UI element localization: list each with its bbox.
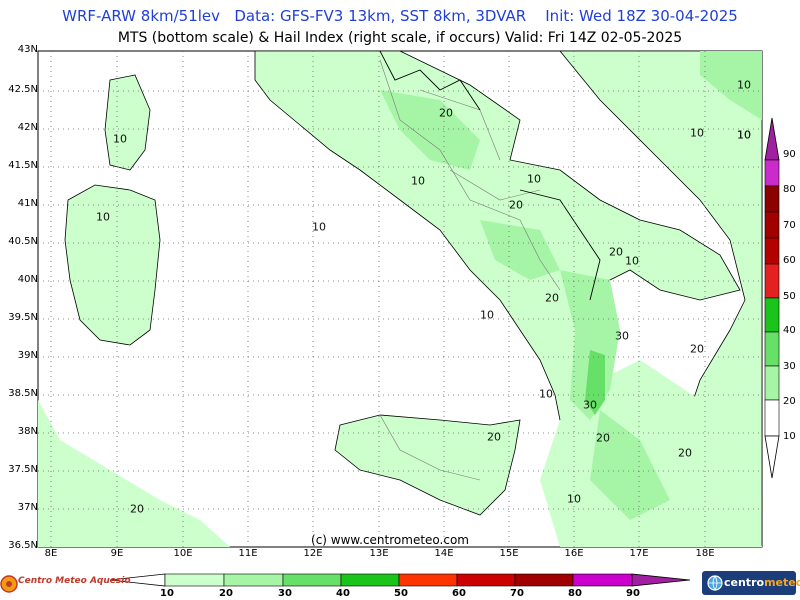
level-20-patch-a: [380, 90, 480, 170]
lon-label: 8E: [44, 548, 58, 559]
contour-label: 30: [615, 329, 629, 343]
sardinia-land: [64, 184, 161, 346]
lat-label: 37N: [17, 502, 38, 513]
hail-colorbar: [764, 117, 780, 479]
contour-label: 10: [737, 78, 751, 92]
contour-label: 20: [439, 106, 453, 120]
contour-label: 30: [583, 398, 597, 412]
logo-right-text-a: centro: [724, 576, 765, 589]
contour-label: 10: [690, 126, 704, 140]
contour-label: 10: [312, 220, 326, 234]
lon-label: 18E: [695, 548, 715, 559]
contour-label: 10: [737, 128, 751, 142]
mts-colorbar: [109, 573, 691, 587]
hail-scale-label: 20: [783, 396, 796, 407]
graticule: [38, 51, 762, 547]
contour-label: 20: [596, 431, 610, 445]
contour-label: 10: [539, 387, 553, 401]
hail-scale-label: 10: [783, 431, 796, 442]
hail-bar-top-arrow: [764, 117, 780, 161]
lon-label: 12E: [303, 548, 323, 559]
logo-right-text-b: meteo: [764, 576, 800, 589]
contour-label: 10: [113, 132, 127, 146]
mts-scale-label: 70: [510, 588, 524, 599]
contour-label: 10: [625, 254, 639, 268]
lon-label: 11E: [238, 548, 258, 559]
mts-scale-label: 90: [626, 588, 640, 599]
contour-label: 20: [487, 430, 501, 444]
lat-label: 40N: [17, 274, 38, 285]
lon-label: 9E: [110, 548, 124, 559]
lon-label: 10E: [173, 548, 193, 559]
mts-scale-label: 60: [452, 588, 466, 599]
mts-scale-label: 40: [336, 588, 350, 599]
contour-label: 10: [737, 128, 751, 142]
lat-label: 41N: [17, 198, 38, 209]
mts-scale-label: 20: [219, 588, 233, 599]
lon-label: 13E: [369, 548, 389, 559]
lat-label: 38.5N: [8, 388, 38, 399]
lon-label: 17E: [629, 548, 649, 559]
contour-label: 20: [678, 446, 692, 460]
hail-scale-label: 30: [783, 361, 796, 372]
hail-scale-label: 50: [783, 291, 796, 302]
contour-label: 20: [545, 291, 559, 305]
contour-label: 10: [480, 308, 494, 322]
lat-label: 39N: [17, 350, 38, 361]
lon-label: 14E: [434, 548, 454, 559]
hail-scale-label: 40: [783, 325, 796, 336]
contour-label: 10: [527, 172, 541, 186]
logo-left-text: Centro Meteo Aquesio: [18, 576, 131, 586]
lat-label: 39.5N: [8, 312, 38, 323]
sicily-land: [334, 414, 521, 516]
hail-scale-label: 70: [783, 220, 796, 231]
contour-label: 10: [411, 174, 425, 188]
lon-label: 15E: [499, 548, 519, 559]
level-20-patch-d: [700, 51, 762, 120]
hail-scale-label: 90: [783, 149, 796, 160]
globe-icon: [707, 575, 723, 591]
contour-label: 20: [609, 245, 623, 259]
lat-label: 40.5N: [8, 236, 38, 247]
lat-label: 43N: [17, 44, 38, 55]
contour-label: 10: [567, 492, 581, 506]
mts-scale-label: 10: [160, 588, 174, 599]
contour-label: 20: [509, 198, 523, 212]
copyright-notice: (c) www.centrometeo.com: [311, 533, 469, 547]
mts-scale-label: 50: [394, 588, 408, 599]
lat-label: 42.5N: [8, 84, 38, 95]
mts-bar-right-arrow: [631, 573, 691, 587]
contour-label: 10: [96, 210, 110, 224]
header-line-1: WRF-ARW 8km/51lev Data: GFS-FV3 13km, SS…: [62, 7, 738, 25]
hail-scale-label: 80: [783, 184, 796, 195]
lat-label: 36.5N: [8, 540, 38, 551]
hail-bar-bottom-arrow: [764, 435, 780, 479]
lat-label: 42N: [17, 122, 38, 133]
north-africa-land: [38, 400, 230, 547]
mts-scale-label: 80: [568, 588, 582, 599]
level-20-patch-b: [480, 220, 560, 280]
logo-right-text: centrometeo: [724, 576, 800, 589]
hail-scale-label: 60: [783, 255, 796, 266]
lat-label: 38N: [17, 426, 38, 437]
centro-meteo-aquesio-logo: [0, 575, 18, 593]
level-30-patch: [585, 350, 605, 415]
contour-label: 20: [690, 342, 704, 356]
header-line-2: MTS (bottom scale) & Hail Index (right s…: [117, 30, 683, 46]
corsica-land: [104, 74, 151, 171]
national-borders: [379, 51, 601, 301]
mts-scale-label: 30: [278, 588, 292, 599]
lat-label: 37.5N: [8, 464, 38, 475]
contour-label: 20: [130, 502, 144, 516]
lon-label: 16E: [564, 548, 584, 559]
level-20-patch-e: [590, 410, 670, 520]
lat-label: 41.5N: [8, 160, 38, 171]
